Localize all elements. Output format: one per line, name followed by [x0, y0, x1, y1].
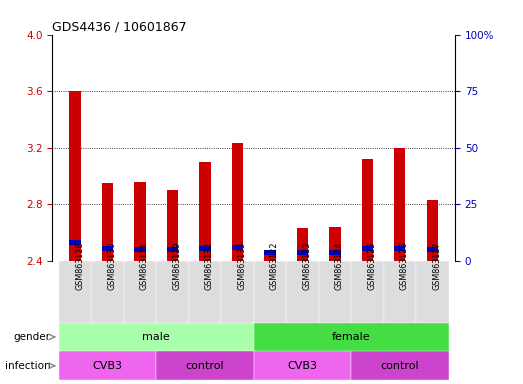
Bar — [199, 162, 211, 261]
Text: GSM863131: GSM863131 — [140, 242, 149, 290]
Bar — [199, 246, 211, 251]
Bar — [189, 261, 221, 323]
Bar — [134, 247, 146, 252]
Text: GSM863130: GSM863130 — [108, 242, 117, 290]
Bar — [254, 261, 286, 323]
Text: CVB3: CVB3 — [93, 361, 122, 371]
Text: GSM863133: GSM863133 — [237, 242, 246, 290]
Text: control: control — [381, 361, 419, 371]
Text: GSM863127: GSM863127 — [433, 242, 441, 290]
Bar — [361, 246, 373, 251]
Bar — [59, 323, 254, 351]
Bar — [319, 261, 351, 323]
Text: GSM863123: GSM863123 — [302, 242, 311, 290]
Bar — [156, 261, 189, 323]
Bar — [167, 190, 178, 261]
Bar — [394, 246, 405, 251]
Bar — [70, 91, 81, 261]
Text: CVB3: CVB3 — [287, 361, 317, 371]
Bar — [297, 228, 308, 261]
Bar — [351, 261, 383, 323]
Bar — [361, 159, 373, 261]
Bar — [394, 148, 405, 261]
Bar — [416, 261, 449, 323]
Bar — [167, 247, 178, 252]
Bar — [102, 183, 113, 261]
Bar — [286, 261, 319, 323]
Bar — [92, 261, 124, 323]
Bar — [221, 261, 254, 323]
Bar — [70, 240, 81, 245]
Text: GDS4436 / 10601867: GDS4436 / 10601867 — [52, 20, 187, 33]
Bar — [427, 247, 438, 252]
Text: GSM863128: GSM863128 — [75, 242, 84, 290]
Bar — [297, 250, 308, 255]
Text: GSM863125: GSM863125 — [367, 242, 377, 290]
Bar — [329, 227, 340, 261]
Text: male: male — [142, 332, 170, 342]
Text: GSM863132: GSM863132 — [205, 242, 214, 290]
Bar — [264, 252, 276, 261]
Bar — [264, 250, 276, 255]
Text: GSM863126: GSM863126 — [400, 242, 409, 290]
Bar — [254, 323, 449, 351]
Text: GSM863124: GSM863124 — [335, 242, 344, 290]
Bar — [59, 351, 156, 380]
Text: GSM863129: GSM863129 — [173, 242, 181, 290]
Text: gender: gender — [14, 332, 51, 342]
Bar — [102, 246, 113, 251]
Bar — [59, 261, 92, 323]
Bar — [232, 144, 243, 261]
Text: infection: infection — [5, 361, 51, 371]
Bar — [134, 182, 146, 261]
Bar — [329, 250, 340, 255]
Bar — [156, 351, 254, 380]
Bar — [124, 261, 156, 323]
Bar — [427, 200, 438, 261]
Text: control: control — [186, 361, 224, 371]
Bar — [383, 261, 416, 323]
Bar — [351, 351, 449, 380]
Text: female: female — [332, 332, 370, 342]
Bar — [254, 351, 351, 380]
Text: GSM863122: GSM863122 — [270, 242, 279, 290]
Bar — [232, 245, 243, 250]
